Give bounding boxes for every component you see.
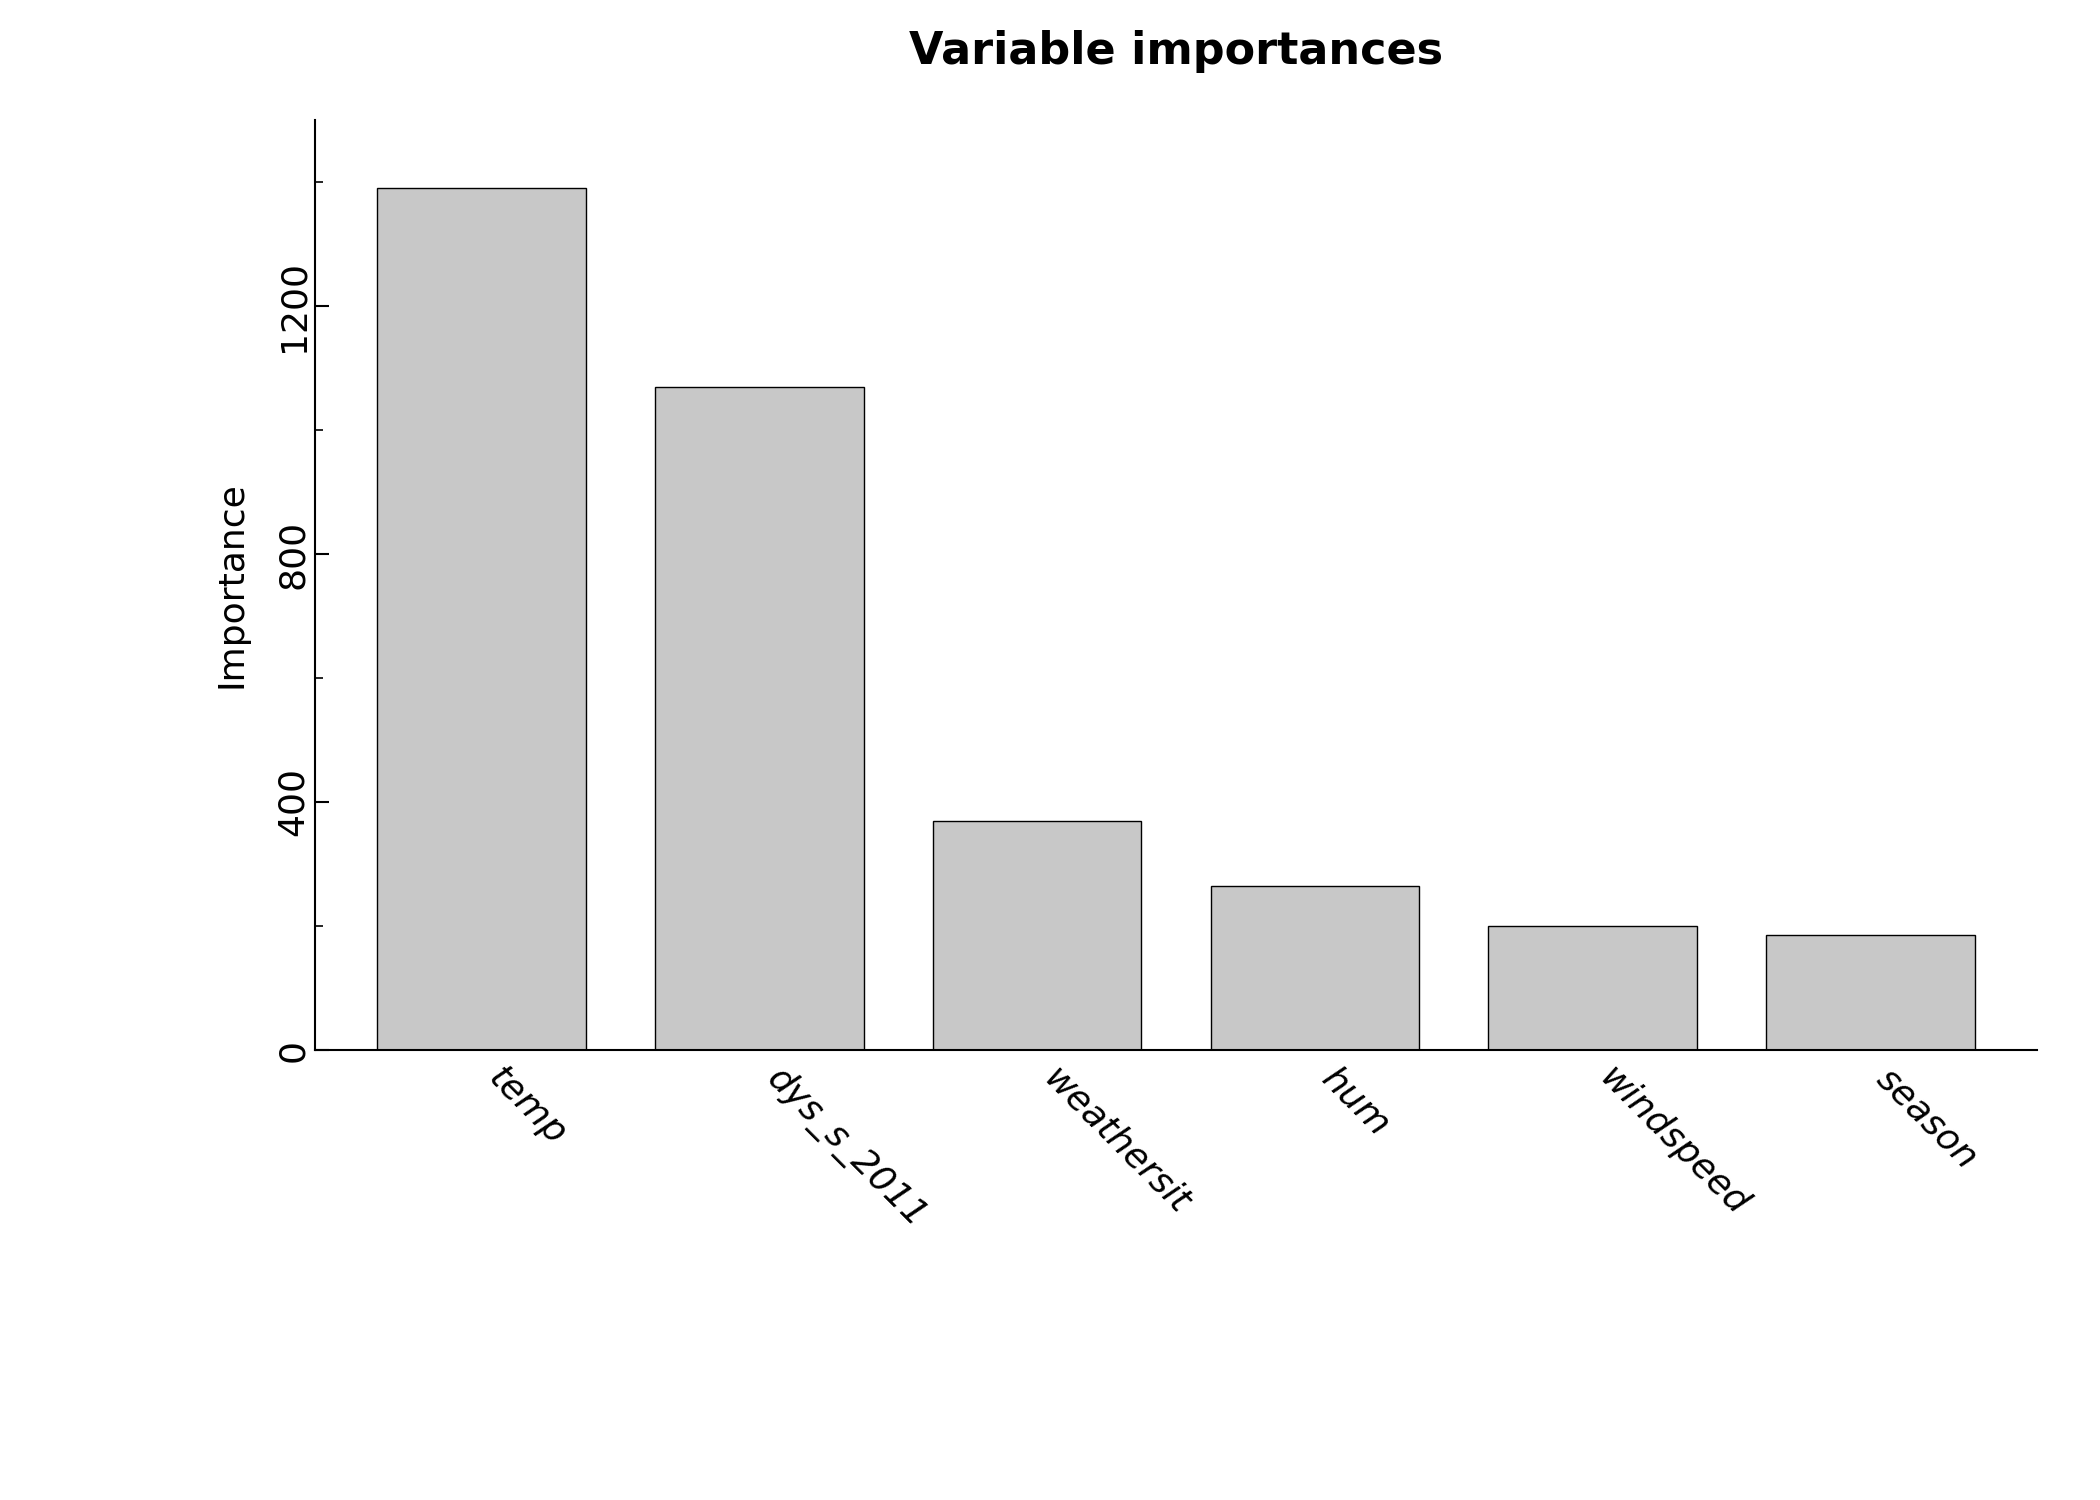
- Bar: [932, 821, 1140, 1050]
- Bar: [1212, 885, 1420, 1050]
- Title: Variable importances: Variable importances: [909, 30, 1443, 74]
- Bar: [1766, 936, 1974, 1050]
- Y-axis label: Importance: Importance: [214, 482, 248, 688]
- Bar: [378, 188, 586, 1050]
- Bar: [1489, 926, 1697, 1050]
- Bar: [655, 387, 863, 1050]
